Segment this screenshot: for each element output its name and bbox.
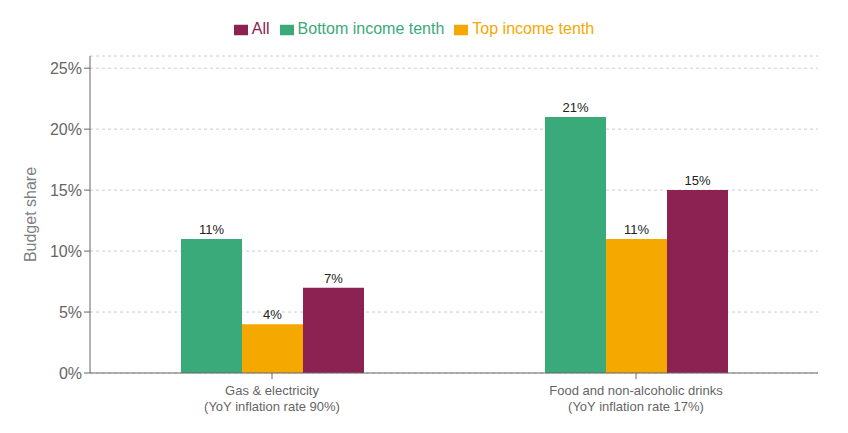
svg-text:15%: 15% — [684, 173, 710, 188]
svg-text:4%: 4% — [263, 307, 282, 322]
svg-text:0%: 0% — [59, 365, 82, 382]
html-text:All: All — [251, 20, 270, 37]
svg-text:15%: 15% — [50, 182, 82, 199]
svg-text:Food and non-alcoholic drinks(: Food and non-alcoholic drinks(YoY inflat… — [549, 383, 723, 414]
svg-text:Budget share: Budget share — [22, 167, 39, 262]
svg-text:11%: 11% — [199, 222, 224, 237]
html-text:Top income tenth: Top income tenth — [472, 20, 595, 37]
svg-text:7%: 7% — [324, 271, 343, 286]
svg-text:21%: 21% — [562, 100, 588, 115]
svg-text:5%: 5% — [59, 304, 82, 321]
svg-text:Gas & electricity(YoY inflatio: Gas & electricity(YoY inflation rate 90%… — [204, 383, 340, 414]
svg-text:10%: 10% — [50, 243, 82, 260]
svg-text:25%: 25% — [50, 60, 82, 77]
svg-text:20%: 20% — [50, 121, 82, 138]
html-text:Bottom income tenth: Bottom income tenth — [297, 20, 445, 37]
svg-text:11%: 11% — [624, 222, 649, 237]
